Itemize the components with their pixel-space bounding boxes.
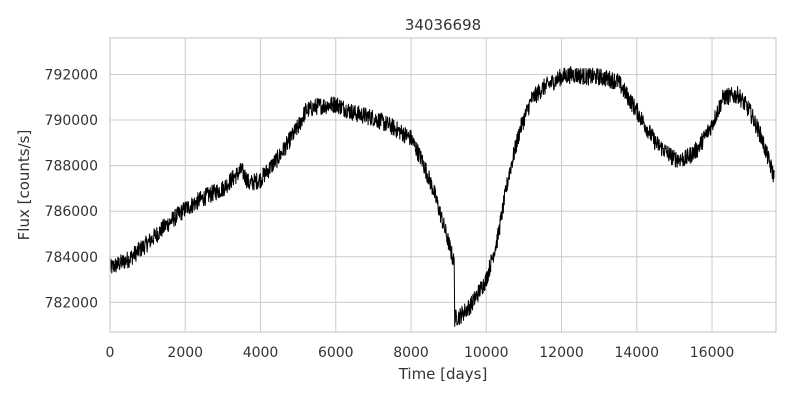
x-tick-label: 8000: [393, 345, 429, 361]
y-tick-label: 782000: [45, 295, 98, 311]
x-tick-label: 10000: [464, 345, 509, 361]
y-tick-label: 786000: [45, 204, 98, 220]
chart-title: 34036698: [405, 16, 481, 34]
x-tick-label: 16000: [690, 345, 735, 361]
y-tick-label: 792000: [45, 67, 98, 83]
x-tick-label: 6000: [318, 345, 354, 361]
y-tick-label: 788000: [45, 159, 98, 175]
x-grid: [184, 38, 713, 332]
y-tick-labels: 782000 784000 786000 788000 790000 792000: [45, 67, 98, 311]
x-tick-label: 2000: [167, 345, 203, 361]
x-tick-label: 4000: [243, 345, 279, 361]
y-tick-label: 790000: [45, 113, 98, 129]
y-axis-label: Flux [counts/s]: [15, 130, 33, 241]
plot-frame: [109, 37, 777, 333]
y-grid: [110, 73, 776, 303]
x-tick-labels: 0 2000 4000 6000 8000 10000 12000 14000 16000: [106, 345, 735, 361]
x-axis-label: Time [days]: [398, 365, 488, 383]
x-tick-label: 14000: [615, 345, 660, 361]
x-tick-label: 12000: [539, 345, 584, 361]
flux-series-line: [109, 66, 775, 327]
y-tick-label: 784000: [45, 250, 98, 266]
x-tick-label: 0: [106, 345, 115, 361]
